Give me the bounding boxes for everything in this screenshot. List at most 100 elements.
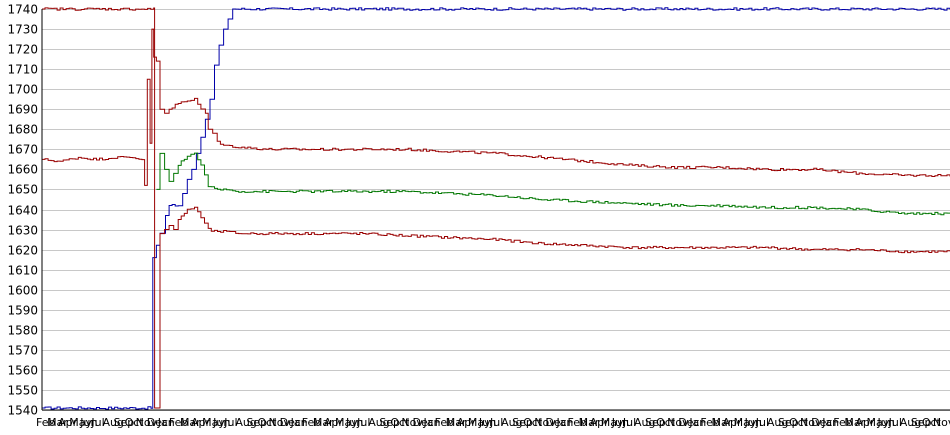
x-tick-label: Aug [102,416,123,429]
series-line-3 [42,7,950,409]
x-tick-label: Nov [269,416,291,429]
x-tick-label: May [734,416,757,429]
x-tick-label: Oct [523,416,543,429]
x-tick-label: Jul [223,416,237,429]
y-tick-label: 1550 [7,384,38,398]
y-tick-label: 1600 [7,284,38,298]
x-tick-label: Sep [778,416,799,429]
x-tick-label: Feb [435,416,454,429]
x-tick-label: May [202,416,225,429]
y-tick-label: 1710 [7,63,38,77]
y-axis-ticks: 1540 1550 1560 1570 1580 1590 1600 1610 1620 1630… [7,3,38,418]
x-tick-label: Dec [545,416,566,429]
x-tick-label: Jan [555,416,573,429]
y-tick-label: 1610 [7,264,38,278]
x-tick-label: Mar [844,416,865,429]
x-tick-label: Aug [634,416,655,429]
y-tick-label: 1690 [7,103,38,117]
x-tick-label: Mar [47,416,68,429]
x-tick-label: Nov [136,416,158,429]
x-tick-label: Aug [368,416,389,429]
x-tick-label: Oct [257,416,277,429]
x-tick-label: Jun [345,416,363,429]
x-tick-label: Jul [90,416,104,429]
x-tick-label: Oct [789,416,809,429]
x-tick-label: Sep [246,416,267,429]
x-tick-label: Jun [478,416,496,429]
x-tick-label: Jul [489,416,503,429]
y-tick-label: 1560 [7,364,38,378]
series-line-4 [156,152,950,216]
x-tick-label: Apr [58,416,78,429]
x-tick-label: Apr [590,416,610,429]
x-tick-label: Aug [900,416,921,429]
x-tick-label: Mar [711,416,732,429]
x-tick-label: Aug [767,416,788,429]
series-line-2 [42,28,950,186]
y-tick-label: 1640 [7,204,38,218]
x-tick-label: Jun [79,416,97,429]
x-tick-label: Apr [191,416,211,429]
x-tick-label: Dec [147,416,168,429]
x-tick-label: Jan [688,416,706,429]
x-tick-label: Mar [180,416,201,429]
y-tick-label: 1660 [7,163,38,177]
y-tick-label: 1630 [7,224,38,238]
x-tick-label: Dec [412,416,433,429]
x-tick-label: Jun [611,416,629,429]
x-tick-label: Sep [911,416,932,429]
x-tick-label: May [468,416,491,429]
x-tick-label: Nov [800,416,822,429]
series-line-1 [42,7,950,410]
x-tick-label: May [866,416,889,429]
x-tick-label: Nov [401,416,423,429]
y-tick-label: 1590 [7,304,38,318]
x-tick-label: Jun [212,416,230,429]
y-tick-label: 1650 [7,183,38,197]
x-tick-label: Dec [678,416,699,429]
x-tick-label: Dec [280,416,301,429]
x-tick-label: Sep [645,416,666,429]
y-tick-label: 1700 [7,83,38,97]
x-tick-label: Sep [379,416,400,429]
y-tick-label: 1620 [7,244,38,258]
x-tick-label: Sep [114,416,135,429]
x-tick-label: Jun [744,416,762,429]
x-tick-label: Dec [811,416,832,429]
x-tick-label: Feb [302,416,321,429]
gridlines [42,9,950,411]
y-tick-label: 1580 [7,324,38,338]
x-tick-label: Apr [723,416,743,429]
x-tick-label: Aug [235,416,256,429]
x-tick-label: May [335,416,358,429]
x-tick-label: Jan [821,416,839,429]
x-tick-label: Mar [446,416,467,429]
y-tick-label: 1720 [7,43,38,57]
x-tick-label: Jan [423,416,441,429]
x-tick-label: Sep [512,416,533,429]
x-tick-label: Apr [855,416,875,429]
x-tick-label: Jan [157,416,175,429]
x-tick-label: Jul [888,416,902,429]
y-tick-label: 1730 [7,23,38,37]
x-tick-label: Oct [125,416,145,429]
x-tick-label: Jul [622,416,636,429]
x-tick-label: Feb [833,416,852,429]
y-tick-label: 1740 [7,3,38,17]
x-tick-label: Nov [667,416,689,429]
x-axis-ticks: FebMarAprMayJunJulAugSepOctNovDecJanFebM… [36,416,950,429]
y-tick-label: 1680 [7,123,38,137]
x-tick-label: Apr [457,416,477,429]
x-tick-label: Jul [356,416,370,429]
x-tick-label: May [601,416,624,429]
x-tick-label: Feb [169,416,188,429]
y-tick-label: 1670 [7,143,38,157]
x-tick-label: Nov [534,416,556,429]
x-tick-label: May [69,416,92,429]
x-tick-label: Nov [933,416,950,429]
series-group [42,7,950,410]
x-tick-label: Mar [579,416,600,429]
x-tick-label: Aug [501,416,522,429]
